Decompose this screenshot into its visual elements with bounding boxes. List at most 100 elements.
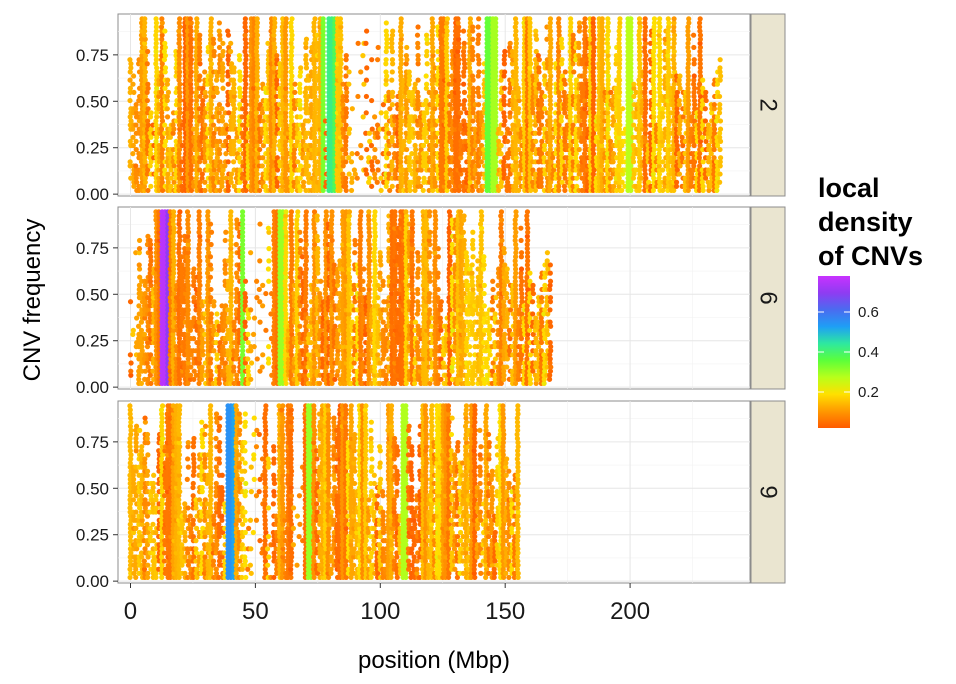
data-point (665, 16, 671, 22)
data-point (177, 93, 183, 100)
data-point (260, 118, 266, 124)
data-point (197, 167, 203, 173)
data-point (343, 122, 349, 128)
data-point (202, 159, 208, 165)
data-point (251, 85, 257, 91)
data-point (188, 57, 195, 63)
data-point (515, 118, 521, 124)
data-point (188, 20, 194, 26)
data-point (202, 146, 208, 153)
data-point (194, 97, 200, 104)
data-point (386, 130, 392, 136)
data-point (372, 146, 378, 153)
data-point (162, 53, 168, 59)
data-point (208, 81, 214, 87)
data-point (153, 32, 159, 38)
data-point (142, 44, 148, 51)
data-point (127, 97, 133, 104)
data-point (164, 81, 170, 87)
data-point (222, 163, 228, 169)
data-point (207, 155, 214, 161)
data-point (184, 20, 191, 26)
data-point (159, 20, 165, 26)
data-point (197, 48, 203, 55)
data-point (176, 53, 182, 59)
data-point (259, 110, 265, 116)
data-point (156, 187, 162, 194)
data-point (415, 77, 421, 83)
data-point (177, 16, 183, 22)
data-point (354, 175, 360, 181)
data-point (207, 57, 214, 63)
data-point (130, 142, 136, 149)
data-point (501, 93, 507, 100)
data-point (127, 57, 133, 63)
data-point (236, 126, 243, 132)
data-point (676, 171, 683, 177)
data-point (185, 36, 191, 42)
data-point (237, 146, 243, 153)
data-point (213, 159, 219, 165)
data-point (243, 53, 249, 59)
data-point (177, 130, 183, 136)
data-point (231, 146, 237, 153)
data-point (176, 146, 183, 153)
data-point (225, 93, 231, 100)
data-point (242, 97, 248, 104)
data-point (139, 36, 145, 42)
data-point (470, 118, 476, 124)
data-point (234, 134, 240, 140)
data-point (177, 179, 183, 185)
data-point (536, 65, 542, 71)
data-point (254, 89, 260, 95)
data-point (162, 85, 168, 91)
data-point (159, 179, 165, 185)
data-point (271, 134, 278, 140)
data-point (268, 48, 274, 55)
data-point (254, 93, 261, 100)
data-point (374, 159, 381, 165)
data-point (420, 187, 426, 194)
data-point (415, 40, 421, 46)
data-point (153, 138, 159, 144)
data-point (231, 69, 237, 75)
data-point (147, 130, 153, 136)
data-point (208, 44, 215, 51)
data-point (429, 16, 435, 22)
data-point (156, 93, 162, 100)
data-point (343, 106, 349, 112)
data-point (423, 97, 429, 104)
data-point (225, 102, 231, 108)
data-point (162, 102, 168, 108)
data-point (254, 53, 260, 59)
data-point (458, 110, 464, 116)
data-point (254, 102, 260, 108)
data-point (142, 102, 148, 108)
data-point (154, 65, 160, 71)
data-point (197, 32, 203, 38)
data-point (346, 69, 352, 75)
data-point (141, 183, 147, 189)
data-point (208, 118, 214, 124)
data-point (165, 89, 172, 95)
data-point (414, 89, 421, 95)
data-point (469, 73, 476, 79)
data-point (470, 24, 476, 30)
data-point (243, 126, 249, 132)
data-point (194, 151, 200, 157)
data-point (185, 167, 191, 173)
data-point (230, 102, 237, 108)
data-point (214, 114, 220, 120)
data-point (223, 122, 229, 128)
data-point (259, 163, 265, 169)
data-point (404, 44, 410, 51)
y-tick-label: 0.75 (76, 46, 109, 65)
data-point (217, 151, 223, 157)
data-point (177, 44, 183, 51)
data-point (188, 89, 195, 95)
y-tick-label: 0.50 (76, 92, 109, 111)
data-point (398, 16, 404, 22)
data-point (153, 40, 159, 46)
data-point (243, 57, 249, 63)
data-point (216, 167, 222, 173)
